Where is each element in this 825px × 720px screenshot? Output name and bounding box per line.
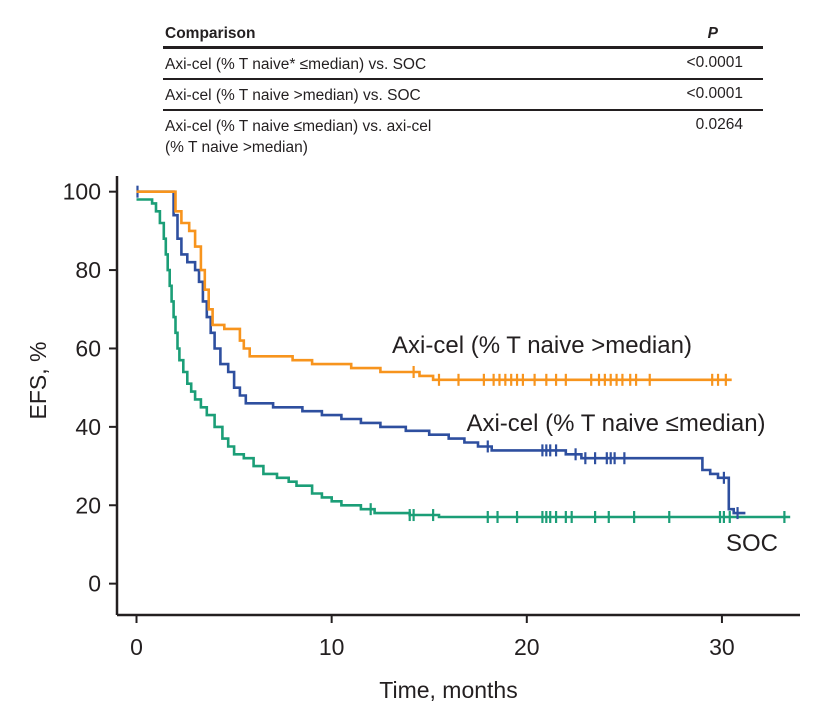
x-tick-label: 0 (130, 634, 143, 660)
y-axis-label: EFS, % (25, 342, 51, 420)
y-tick-label: 40 (75, 414, 101, 440)
y-tick-label: 80 (75, 257, 101, 283)
comparison-cell: Axi-cel (% T naive >median) vs. SOC (165, 87, 421, 104)
axes: 0 20 40 60 80 100 0 10 20 30 Time, months EFS, % (25, 176, 800, 703)
series-label-3: SOC (726, 530, 778, 557)
y-tick-label: 60 (75, 335, 101, 361)
series-label-2: Axi-cel (% T naive ≤median) (466, 410, 765, 437)
comparison-table: Comparison P Axi-cel (% T naive* ≤median… (163, 22, 763, 161)
p-value-cell: 0.0264 (695, 116, 743, 133)
x-tick-label: 20 (514, 634, 540, 660)
table-row: Axi-cel (% T naive ≤median) vs. axi-cel … (163, 111, 763, 161)
header-p-value: P (707, 25, 718, 42)
p-value-cell: <0.0001 (686, 85, 743, 102)
survival-curves (136, 185, 791, 524)
series-label-1: Axi-cel (% T naive >median) (392, 332, 692, 359)
table-header: Comparison P (163, 22, 763, 49)
y-tick-label: 20 (75, 492, 101, 518)
x-axis-label: Time, months (379, 677, 517, 703)
km-curve-series-1 (136, 190, 732, 382)
table-row: Axi-cel (% T naive* ≤median) vs. SOC <0.… (163, 49, 763, 80)
table-row: Axi-cel (% T naive >median) vs. SOC <0.0… (163, 80, 763, 111)
chart-labels: Axi-cel (% T naive >median) Axi-cel (% T … (392, 332, 778, 557)
y-tick-label: 100 (63, 179, 101, 205)
header-comparison: Comparison (165, 25, 256, 42)
comparison-cell: Axi-cel (% T naive ≤median) vs. axi-cel … (165, 116, 605, 158)
y-tick-label: 0 (88, 571, 101, 597)
km-curve-series-3 (136, 198, 791, 519)
x-tick-label: 30 (709, 634, 735, 660)
km-curve-series-2 (136, 190, 746, 515)
x-tick-label: 10 (319, 634, 345, 660)
comparison-line-2: (% T naive >median) (165, 139, 308, 156)
comparison-cell: Axi-cel (% T naive* ≤median) vs. SOC (165, 56, 427, 73)
comparison-line-1: Axi-cel (% T naive ≤median) vs. axi-cel (165, 118, 432, 135)
p-value-cell: <0.0001 (686, 54, 743, 71)
